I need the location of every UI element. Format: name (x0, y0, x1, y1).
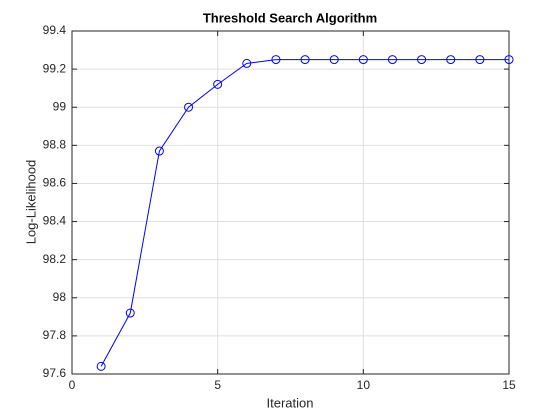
x-tick-label: 10 (357, 378, 371, 392)
y-tick-label: 99 (53, 99, 67, 113)
y-tick-label: 98.4 (43, 214, 67, 228)
y-tick-label: 97.6 (43, 366, 67, 380)
data-marker (184, 102, 194, 112)
data-marker (417, 55, 427, 65)
x-tick-label: 0 (69, 378, 76, 392)
y-tick-label: 98 (53, 290, 67, 304)
data-marker (125, 308, 135, 318)
y-tick-label: 98.8 (43, 138, 67, 152)
x-tick-label: 15 (502, 378, 516, 392)
data-marker (475, 55, 485, 65)
y-tick-label: 98.2 (43, 252, 67, 266)
y-tick-label: 98.6 (43, 176, 67, 190)
data-marker (96, 361, 106, 371)
x-tick-label: 5 (214, 378, 221, 392)
x-axis-label: Iteration (267, 395, 314, 410)
data-marker (213, 79, 223, 89)
y-tick-label: 99.4 (43, 23, 67, 37)
data-marker (358, 55, 368, 65)
data-marker (271, 55, 281, 65)
y-tick-label: 97.8 (43, 328, 67, 342)
y-tick-label: 99.2 (43, 61, 67, 75)
data-marker (154, 146, 164, 156)
data-line (100, 59, 509, 367)
data-marker (300, 55, 310, 65)
plot-frame (71, 30, 510, 375)
data-marker (387, 55, 397, 65)
data-marker (446, 55, 456, 65)
data-marker (242, 58, 252, 68)
chart-title: Threshold Search Algorithm (203, 10, 377, 25)
data-marker (504, 55, 514, 65)
data-marker (329, 55, 339, 65)
y-axis-label: Log-Likelihood (23, 160, 38, 245)
